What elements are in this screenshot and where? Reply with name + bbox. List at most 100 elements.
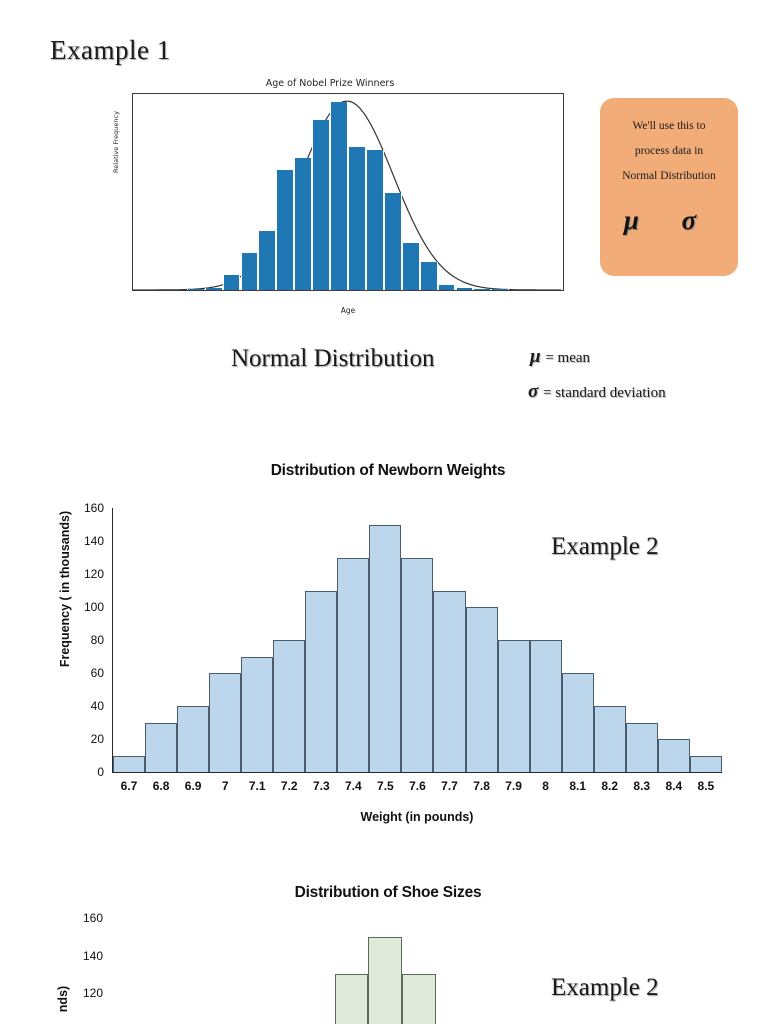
chart1-y-tick-mark [132, 260, 133, 261]
mu-definition: μ = mean [530, 346, 590, 368]
chart2-y-tick-label: 0 [97, 765, 104, 779]
chart2-bar: 8.5 [689, 755, 722, 793]
chart1-title: Age of Nobel Prize Winners [265, 78, 395, 89]
chart2-y-tick-label: 20 [90, 732, 104, 746]
chart2-x-tick-label: 8.5 [697, 779, 715, 793]
chart3-bar [402, 974, 436, 1024]
chart2-x-tick-label: 7.4 [345, 779, 362, 793]
chart2-bar: 7.1 [241, 656, 274, 793]
chart2-y-tick-label: 100 [83, 600, 104, 614]
newborn-weights-histogram: Distribution of Newborn Weights Frequenc… [24, 462, 752, 838]
chart2-x-tick-label: 7.9 [505, 779, 522, 793]
chart2-bar: 6.8 [145, 722, 178, 793]
example-1-heading: Example 1 [50, 35, 171, 65]
chart3-y-tick-label: 160 [82, 911, 103, 925]
chart1-bar [294, 158, 313, 290]
chart2-x-tick-label: 6.8 [152, 779, 170, 793]
chart1-x-tick-mark [204, 290, 205, 291]
chart1-plot-area: 0.0%2.5%5.0%7.5%10.0%12.5%15.0%020406080… [132, 93, 564, 291]
chart2-x-tick-label: 7.1 [248, 779, 266, 793]
chart2-bar: 6.7 [113, 755, 146, 793]
chart1-bar [312, 120, 331, 290]
chart2-y-tick-label: 60 [90, 666, 104, 680]
chart2-x-tick-label: 8.4 [665, 779, 683, 793]
chart1-bar [437, 285, 456, 290]
chart1-bar [383, 192, 402, 290]
chart1-bar [365, 149, 384, 290]
chart1-x-tick-mark [491, 290, 492, 291]
chart2-bar: 7.8 [465, 607, 498, 793]
chart1-bar [186, 288, 205, 290]
chart2-x-tick-label: 6.7 [120, 779, 138, 793]
callout-mu-sigma-symbols: μ σ [623, 205, 715, 235]
chart1-x-tick-mark [348, 290, 349, 291]
chart2-x-tick-label: 8.1 [569, 779, 587, 793]
chart3-y-tick-label: 140 [82, 948, 103, 963]
mu-symbol: μ [530, 346, 542, 367]
chart2-x-tick-label: 7.5 [377, 779, 394, 793]
chart1-y-tick-mark [132, 111, 133, 112]
sigma-symbol: σ [528, 381, 540, 402]
chart1-y-tick-mark [132, 200, 133, 201]
chart2-x-tick-label: 7.2 [280, 779, 298, 793]
normal-distribution-callout: We'll use this to process data in Normal… [600, 98, 738, 276]
chart1-bar [222, 274, 241, 290]
chart2-bar: 7 [209, 673, 242, 793]
chart1-bar [204, 288, 223, 290]
chart2-x-tick-label: 8 [542, 779, 549, 793]
chart1-x-tick-mark [419, 290, 420, 291]
chart2-bar: 7.6 [401, 557, 434, 793]
chart2-bar: 7.3 [305, 590, 338, 793]
chart1-x-tick-mark [563, 290, 564, 291]
chart2-x-tick-label: 8.3 [633, 779, 651, 793]
example-2-heading-shoes: Example 2 [551, 974, 659, 1001]
chart1-bar [276, 170, 295, 290]
chart2-y-tick-label: 140 [83, 534, 104, 548]
nobel-age-histogram: Age of Nobel Prize Winners Relative Freq… [94, 78, 566, 324]
chart2-x-tick-label: 7 [221, 779, 229, 793]
chart3-y-tick-label: 120 [82, 986, 103, 1000]
chart2-x-tick-label: 8.2 [601, 779, 619, 793]
callout-line-2: process data in [634, 145, 704, 157]
chart1-y-tick-mark [132, 171, 133, 172]
callout-line-3: Normal Distribution [622, 170, 716, 182]
chart3-plot-area: 160 140 120 [83, 911, 722, 1024]
chart2-y-tick-label: 40 [90, 699, 104, 713]
chart2-x-axis-label: Weight (in pounds) [360, 810, 474, 824]
shoe-sizes-histogram: Distribution of Shoe Sizes nds) 160 140 12… [24, 884, 752, 1024]
chart2-bar: 7.2 [273, 640, 306, 793]
chart1-x-tick-mark [133, 290, 134, 291]
chart1-y-axis-label: Relative Frequency [112, 111, 120, 173]
chart1-bar [348, 147, 366, 290]
mu-definition-text: = mean [545, 350, 591, 366]
chart2-bar: 7.9 [497, 640, 530, 793]
chart2-plot-area: 0 20 40 60 80 100 120 140 160 6.7 6.8 6.9 7 7.1 7.2 7.3… [84, 501, 722, 793]
chart2-bar: 8 [529, 640, 562, 793]
chart2-bar: 6.9 [177, 706, 210, 793]
normal-distribution-caption: Normal Distribution [231, 345, 435, 372]
chart2-bar: 8.2 [593, 706, 626, 793]
sigma-definition: σ = standard deviation [528, 381, 666, 403]
chart1-bar [473, 288, 492, 290]
chart3-title: Distribution of Shoe Sizes [294, 884, 482, 901]
chart1-bar [258, 230, 277, 290]
chart2-bar: 8.3 [625, 722, 658, 793]
chart2-bar: 7.7 [433, 590, 466, 793]
chart1-bar [401, 242, 420, 290]
chart1-y-tick-mark [132, 141, 133, 142]
sigma-definition-text: = standard deviation [543, 385, 666, 401]
chart1-bar [240, 253, 259, 290]
chart3-y-axis-label: nds) [56, 985, 70, 1013]
chart3-bar [334, 974, 369, 1024]
chart2-bar: 7.5 [369, 524, 402, 793]
chart2-x-tick-label: 7.3 [312, 779, 330, 793]
chart2-y-tick-label: 120 [83, 567, 104, 581]
chart2-bar: 7.4 [337, 557, 370, 793]
chart3-bar [368, 936, 403, 1024]
chart2-x-tick-label: 7.8 [473, 779, 490, 793]
chart2-x-tick-label: 7.6 [409, 779, 426, 793]
chart1-bar [419, 261, 438, 290]
callout-line-1: We'll use this to [632, 120, 706, 132]
chart1-y-tick-mark [132, 230, 133, 231]
chart2-x-tick-label: 7.7 [441, 779, 458, 793]
